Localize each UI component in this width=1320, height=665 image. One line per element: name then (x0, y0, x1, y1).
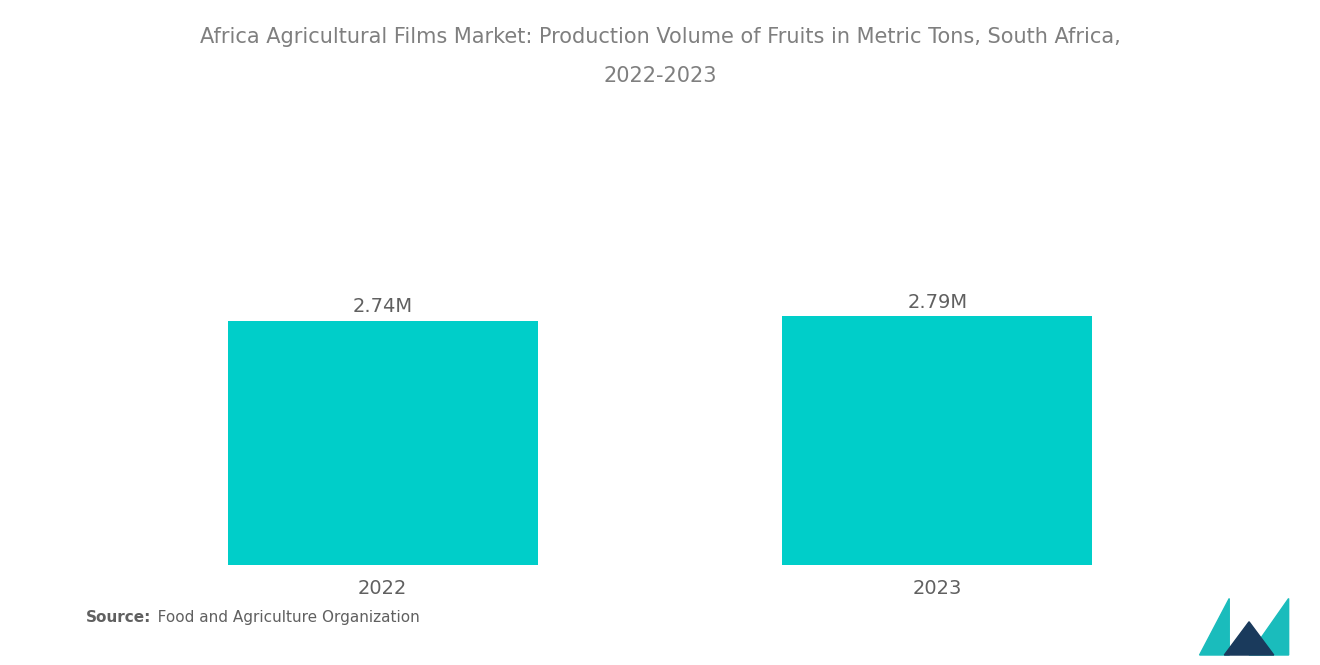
Polygon shape (1249, 598, 1288, 655)
Bar (227, 321, 539, 565)
Text: 2.74M: 2.74M (352, 297, 413, 316)
Text: Source:: Source: (86, 610, 152, 625)
Polygon shape (1225, 622, 1274, 655)
Text: Africa Agricultural Films Market: Production Volume of Fruits in Metric Tons, So: Africa Agricultural Films Market: Produc… (199, 27, 1121, 47)
Text: 2022-2023: 2022-2023 (603, 66, 717, 86)
Bar (781, 316, 1093, 565)
Text: Food and Agriculture Organization: Food and Agriculture Organization (143, 610, 420, 625)
Text: 2.79M: 2.79M (907, 293, 968, 312)
Polygon shape (1200, 598, 1229, 655)
